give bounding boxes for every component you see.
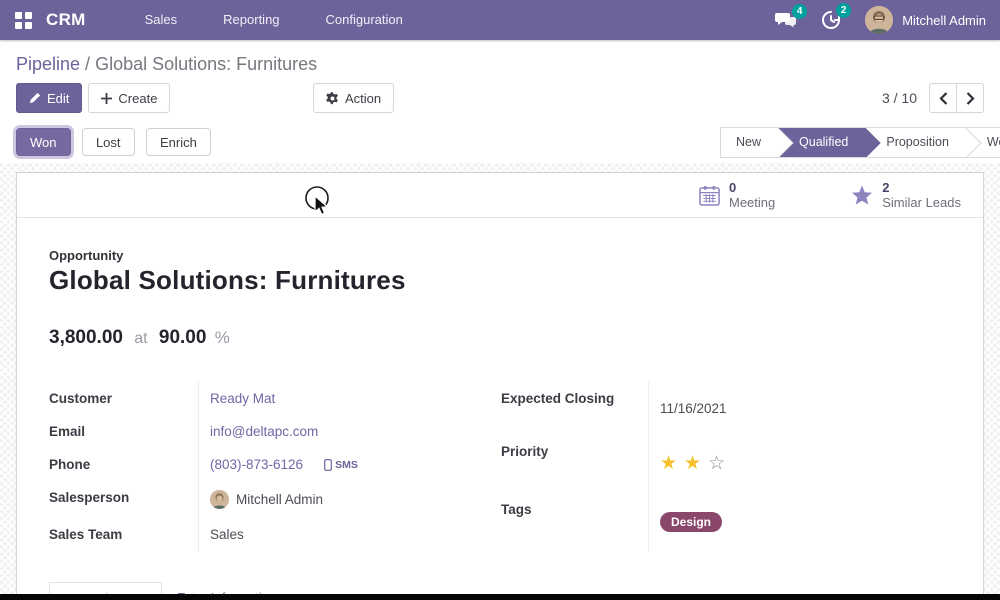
phone-field-label: Phone — [49, 457, 91, 472]
expected-revenue-value: 3,800.00 — [49, 327, 123, 348]
pager-next-button[interactable] — [956, 83, 984, 113]
create-button[interactable]: Create — [88, 83, 171, 113]
chevron-left-icon — [938, 91, 947, 105]
statusbar: Won Lost Enrich New Qualified Propositio… — [0, 121, 1000, 165]
activity-clock-icon — [822, 11, 841, 29]
customer-field-value[interactable]: Ready Mat — [210, 391, 276, 406]
expected-revenue-line: 3,800.00 at 90.00 % — [49, 327, 951, 349]
expected-closing-field-label: Expected Closing — [501, 391, 615, 406]
record-card: 0 Meeting 2 Similar Leads Opportunity — [16, 172, 984, 600]
percent-sign: % — [214, 328, 230, 347]
breadcrumb-current: Global Solutions: Furnitures — [95, 54, 318, 74]
breadcrumb-separator: / — [80, 54, 96, 74]
stage-new[interactable]: New — [721, 128, 778, 157]
record-pager: 3 / 10 — [882, 83, 984, 113]
edit-button[interactable]: Edit — [16, 83, 83, 113]
send-sms-button[interactable]: SMS — [324, 459, 358, 471]
salesperson-avatar — [210, 490, 229, 509]
meeting-count: 0 — [728, 180, 737, 195]
expected-closing-field-value[interactable]: 11/16/2021 — [660, 401, 727, 417]
gear-icon — [326, 91, 338, 104]
star-icon — [852, 185, 873, 204]
apps-menu-icon[interactable] — [15, 11, 32, 29]
tag-design[interactable]: Design — [660, 511, 723, 532]
activities-count-badge: 2 — [836, 3, 852, 18]
lost-button[interactable]: Lost — [81, 128, 135, 156]
messages-button[interactable]: 4 — [775, 4, 808, 29]
form-background: 0 Meeting 2 Similar Leads Opportunity — [0, 163, 1000, 600]
card-button-box: 0 Meeting 2 Similar Leads — [17, 173, 983, 218]
breadcrumb: Pipeline / Global Solutions: Furnitures — [0, 40, 1000, 79]
priority-stars — [648, 435, 951, 493]
user-avatar — [865, 6, 894, 34]
customer-field-label: Customer — [49, 391, 113, 406]
page-title: Global Solutions: Furnitures — [49, 265, 406, 295]
navbar-right: 4 2 — [775, 3, 1000, 34]
calendar-icon — [699, 185, 720, 206]
right-field-group: Expected Closing 11/16/2021 Priority Tag… — [501, 382, 951, 551]
similar-leads-stat-button[interactable]: 2 Similar Leads — [837, 173, 975, 217]
user-name: Mitchell Admin — [902, 12, 986, 28]
tags-field-label: Tags — [501, 501, 532, 517]
probability-value: 90.00 — [158, 327, 207, 348]
pencil-icon — [29, 92, 41, 104]
pager-previous-button[interactable] — [929, 83, 957, 113]
salesperson-field-value[interactable]: Mitchell Admin — [236, 492, 324, 507]
top-navbar: CRM Sales Reporting Configuration 4 2 — [0, 0, 1000, 40]
similar-leads-count: 2 — [882, 180, 890, 195]
form-sheet: Opportunity Global Solutions: Furnitures… — [17, 218, 983, 600]
salesperson-field-label: Salesperson — [49, 490, 130, 505]
enrich-button[interactable]: Enrich — [145, 128, 211, 156]
activities-button[interactable]: 2 — [821, 3, 852, 30]
app-name[interactable]: CRM — [46, 10, 86, 29]
record-type-label: Opportunity — [49, 248, 124, 263]
priority-star-1-icon[interactable] — [660, 454, 677, 473]
messages-count-badge: 4 — [792, 4, 808, 19]
bottom-letterbox-bar — [0, 594, 1000, 600]
priority-star-3-icon[interactable] — [708, 454, 725, 473]
meeting-stat-button[interactable]: 0 Meeting — [685, 173, 789, 217]
email-field-label: Email — [49, 424, 86, 439]
priority-field-label: Priority — [501, 444, 549, 460]
menu-sales[interactable]: Sales — [144, 12, 178, 27]
sales-team-field-value[interactable]: Sales — [210, 527, 244, 542]
left-field-group: Customer Ready Mat Email info@deltapc.co… — [49, 382, 501, 551]
pager-count: 3 / 10 — [881, 90, 917, 106]
menu-configuration[interactable]: Configuration — [325, 12, 403, 27]
breadcrumb-parent[interactable]: Pipeline — [16, 54, 81, 74]
menu-reporting[interactable]: Reporting — [223, 12, 280, 27]
control-panel: Edit Create Action 3 / 10 — [0, 79, 1000, 121]
sales-team-field-label: Sales Team — [49, 527, 123, 542]
meeting-label: Meeting — [728, 195, 776, 210]
user-menu[interactable]: Mitchell Admin — [865, 6, 986, 34]
chevron-right-icon — [966, 91, 975, 105]
won-button[interactable]: Won — [16, 128, 71, 156]
phone-field-value[interactable]: (803)-873-6126 — [210, 457, 304, 472]
mobile-phone-icon — [324, 458, 332, 471]
field-groups: Customer Ready Mat Email info@deltapc.co… — [49, 382, 951, 551]
main-menu: Sales Reporting Configuration — [122, 0, 426, 40]
plus-icon — [101, 92, 113, 104]
email-field-value[interactable]: info@deltapc.com — [210, 424, 319, 439]
at-word: at — [134, 330, 148, 347]
stage-proposition[interactable]: Proposition — [865, 128, 966, 157]
similar-leads-label: Similar Leads — [882, 195, 961, 210]
priority-star-2-icon[interactable] — [684, 454, 701, 473]
action-menu-button[interactable]: Action — [313, 83, 395, 113]
stage-pipeline: New Qualified Proposition Won — [720, 127, 1000, 158]
chat-bubbles-icon — [775, 13, 797, 28]
stage-won[interactable]: Won — [986, 135, 1000, 149]
